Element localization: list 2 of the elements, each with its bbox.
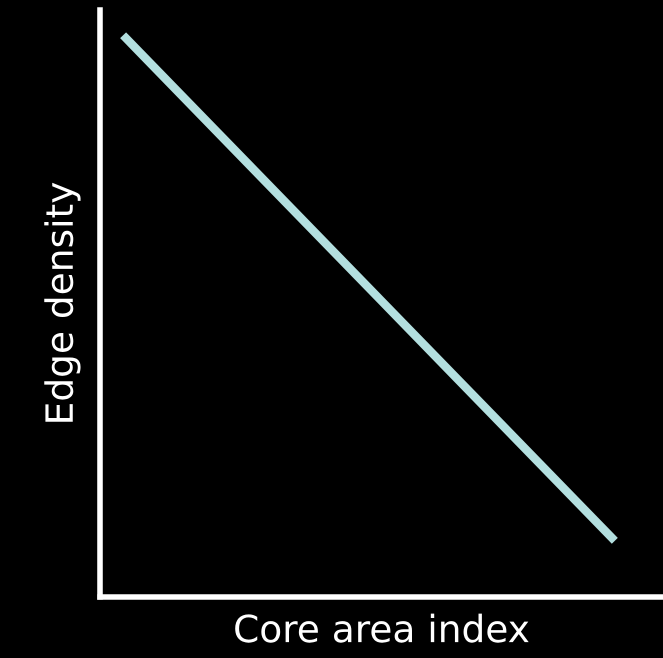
x-axis-title: Core area index — [235, 614, 529, 643]
y-axis-title: Edge density — [44, 182, 81, 422]
